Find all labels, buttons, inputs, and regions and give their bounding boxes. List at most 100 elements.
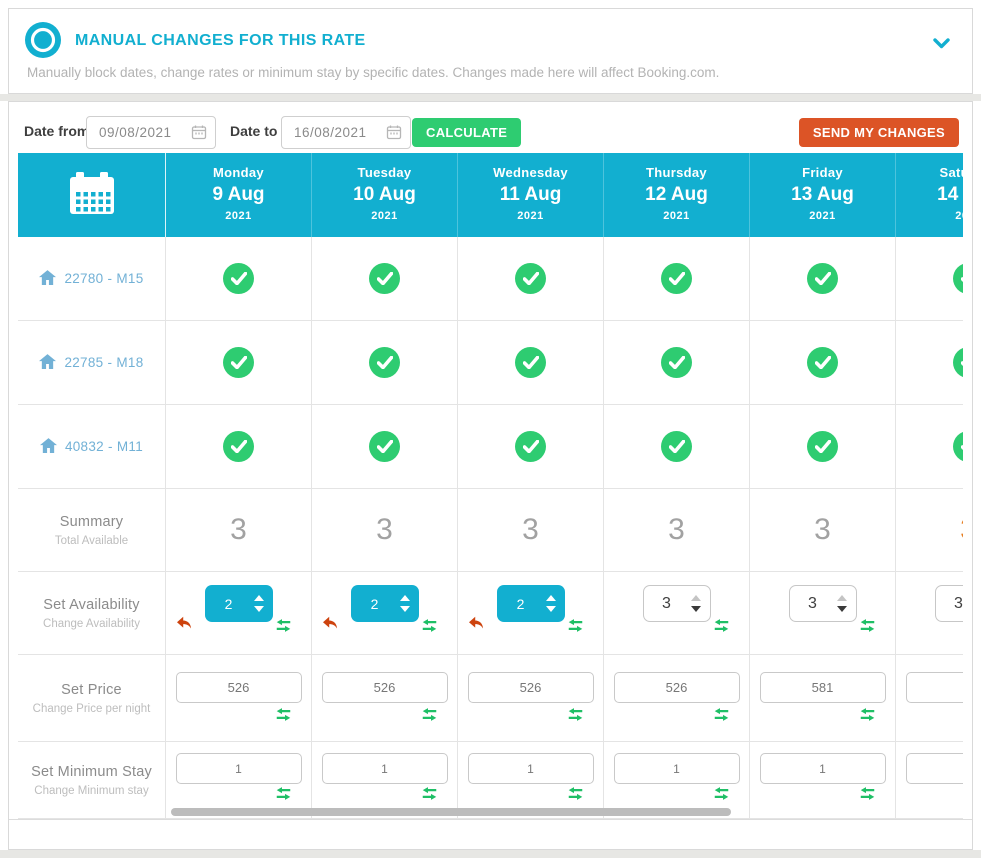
- available-check-icon[interactable]: [807, 431, 838, 462]
- available-check-icon[interactable]: [369, 347, 400, 378]
- copy-across-icon[interactable]: [276, 618, 291, 638]
- available-check-icon[interactable]: [369, 431, 400, 462]
- price-input[interactable]: [905, 672, 963, 703]
- available-check-icon[interactable]: [515, 263, 546, 294]
- calculate-button[interactable]: CALCULATE: [412, 118, 522, 147]
- availability-status-cell: [750, 321, 896, 404]
- copy-across-icon[interactable]: [860, 618, 875, 638]
- availability-status-cell: [312, 321, 458, 404]
- summary-cell-wednesday: 3: [458, 489, 604, 571]
- stepper-up-icon[interactable]: [254, 595, 264, 601]
- day-header-saturday: Saturday 14 Aug 2021: [896, 153, 963, 237]
- copy-across-icon[interactable]: [276, 707, 291, 727]
- min-stay-input[interactable]: [467, 753, 594, 784]
- copy-across-icon[interactable]: [422, 786, 437, 806]
- copy-across-icon[interactable]: [860, 786, 875, 806]
- minstay-cell-tuesday: [312, 742, 458, 818]
- available-check-icon[interactable]: [223, 263, 254, 294]
- available-check-icon[interactable]: [953, 431, 963, 462]
- table-scroll-area[interactable]: Monday 9 Aug 2021 Tuesday 10 Aug 2021 We…: [18, 153, 963, 820]
- send-my-changes-button[interactable]: SEND MY CHANGES: [798, 118, 959, 147]
- availability-cell-friday: 3: [750, 572, 896, 654]
- date-from-label: Date from: [24, 123, 90, 139]
- availability-stepper[interactable]: 2: [204, 585, 273, 622]
- stepper-up-icon[interactable]: [400, 595, 410, 601]
- copy-across-icon[interactable]: [422, 707, 437, 727]
- available-check-icon[interactable]: [661, 263, 692, 294]
- availability-status-cell: [166, 405, 312, 488]
- available-check-icon[interactable]: [807, 263, 838, 294]
- collapse-chevron-down-icon[interactable]: [933, 37, 950, 55]
- available-check-icon[interactable]: [515, 347, 546, 378]
- min-stay-input[interactable]: [759, 753, 886, 784]
- available-check-icon[interactable]: [369, 263, 400, 294]
- copy-across-icon[interactable]: [422, 618, 437, 638]
- available-check-icon[interactable]: [661, 347, 692, 378]
- room-link[interactable]: 22785 - M18: [18, 321, 166, 404]
- stepper-down-icon[interactable]: [837, 606, 847, 612]
- price-input[interactable]: [467, 672, 594, 703]
- availability-status-cell: [166, 321, 312, 404]
- horizontal-scrollbar[interactable]: [171, 808, 731, 816]
- date-from-input[interactable]: [86, 116, 216, 149]
- minstay-label-cell: Set Minimum Stay Change Minimum stay: [18, 742, 166, 818]
- stepper-up-icon[interactable]: [691, 595, 701, 601]
- copy-across-icon[interactable]: [714, 707, 729, 727]
- availability-stepper[interactable]: 3: [642, 585, 711, 622]
- day-header-thursday: Thursday 12 Aug 2021: [604, 153, 750, 237]
- copy-across-icon[interactable]: [568, 786, 583, 806]
- page-title: MANUAL CHANGES FOR THIS RATE: [75, 32, 366, 49]
- available-check-icon[interactable]: [223, 431, 254, 462]
- copy-across-icon[interactable]: [568, 618, 583, 638]
- price-input[interactable]: [175, 672, 302, 703]
- min-stay-input[interactable]: [905, 753, 963, 784]
- stepper-down-icon[interactable]: [691, 606, 701, 612]
- set-minimum-stay-row: Set Minimum Stay Change Minimum stay: [18, 742, 963, 819]
- day-header-tuesday: Tuesday 10 Aug 2021: [312, 153, 458, 237]
- set-price-row: Set Price Change Price per night: [18, 655, 963, 742]
- copy-across-icon[interactable]: [714, 786, 729, 806]
- room-link[interactable]: 40832 - M11: [18, 405, 166, 488]
- min-stay-input[interactable]: [613, 753, 740, 784]
- availability-status-cell: [604, 237, 750, 320]
- stepper-down-icon[interactable]: [254, 606, 264, 612]
- room-link[interactable]: 22780 - M15: [18, 237, 166, 320]
- copy-across-icon[interactable]: [860, 707, 875, 727]
- price-input[interactable]: [613, 672, 740, 703]
- undo-change-icon[interactable]: [322, 616, 338, 635]
- min-stay-input[interactable]: [321, 753, 448, 784]
- room-label-text: 40832 - M11: [64, 439, 144, 454]
- available-check-icon[interactable]: [223, 347, 254, 378]
- undo-change-icon[interactable]: [468, 616, 484, 635]
- copy-across-icon[interactable]: [276, 786, 291, 806]
- house-icon: [39, 353, 57, 372]
- availability-cell-monday: 2: [166, 572, 312, 654]
- price-input[interactable]: [321, 672, 448, 703]
- stepper-down-icon[interactable]: [546, 606, 556, 612]
- availability-status-cell: [312, 237, 458, 320]
- availability-cell-saturday: 3: [896, 572, 963, 654]
- price-cell-wednesday: [458, 655, 604, 741]
- stepper-up-icon[interactable]: [837, 595, 847, 601]
- availability-stepper[interactable]: 3: [788, 585, 857, 622]
- availability-stepper[interactable]: 2: [350, 585, 419, 622]
- availability-stepper[interactable]: 2: [496, 585, 565, 622]
- copy-across-icon[interactable]: [714, 618, 729, 638]
- stepper-up-icon[interactable]: [546, 595, 556, 601]
- undo-change-icon[interactable]: [176, 616, 192, 635]
- availability-status-cell: [604, 405, 750, 488]
- available-check-icon[interactable]: [515, 431, 546, 462]
- available-check-icon[interactable]: [953, 347, 963, 378]
- page-bottom-strip: [0, 850, 981, 858]
- copy-across-icon[interactable]: [568, 707, 583, 727]
- price-input[interactable]: [759, 672, 886, 703]
- availability-stepper[interactable]: 3: [934, 585, 963, 622]
- min-stay-input[interactable]: [175, 753, 302, 784]
- available-check-icon[interactable]: [807, 347, 838, 378]
- calendar-icon: [68, 170, 116, 221]
- available-check-icon[interactable]: [953, 263, 963, 294]
- date-to-input[interactable]: [281, 116, 411, 149]
- available-check-icon[interactable]: [661, 431, 692, 462]
- room-label-text: 22780 - M15: [64, 271, 144, 286]
- stepper-down-icon[interactable]: [400, 606, 410, 612]
